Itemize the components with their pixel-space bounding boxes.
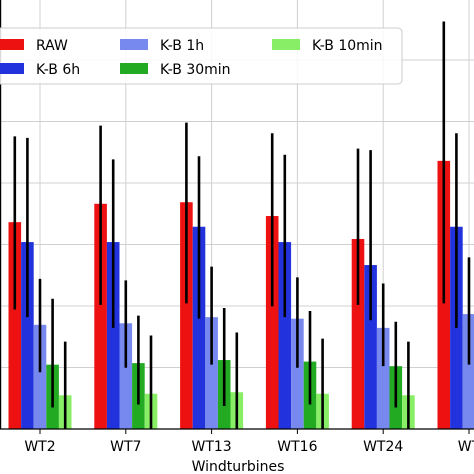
- legend-label-k-b-10min: K-B 10min: [312, 38, 383, 54]
- legend: RAW K-B 6h K-B 1h K-B 30min K-B 10min: [0, 27, 403, 85]
- x-tick-labels: WT2 WT7 WT13 WT16 WT24 WT: [24, 429, 474, 455]
- bar-k-b-1h-wt24: [376, 327, 390, 429]
- bar-k-b-1h-wt13: [205, 317, 218, 429]
- bar-k-b-1h-wt2: [33, 324, 47, 429]
- bar-raw-wt2: [8, 222, 22, 429]
- bar-k-b-1h-wt16: [291, 318, 304, 429]
- legend-swatch-raw: [0, 39, 24, 50]
- x-tick-label-wt: WT: [458, 439, 474, 455]
- error-bars: [13, 21, 471, 429]
- bar-raw-wt13: [180, 202, 193, 429]
- legend-label-raw: RAW: [36, 38, 68, 54]
- bar-raw-wt24: [351, 239, 365, 429]
- bar-k-b-1h-wt: [462, 314, 474, 429]
- x-tick-label-wt2: WT2: [24, 439, 55, 455]
- legend-label-k-b-30min: K-B 30min: [160, 62, 231, 78]
- bar-k-b-6h-wt24: [364, 265, 377, 429]
- bar-raw-wt16: [265, 216, 279, 429]
- bar-k-b-6h-wt2: [21, 242, 34, 429]
- x-tick-label-wt7: WT7: [110, 439, 141, 455]
- legend-swatch-k-b-30min: [120, 63, 148, 74]
- x-tick-label-wt16: WT16: [277, 439, 317, 455]
- legend-swatch-k-b-6h: [0, 63, 24, 74]
- legend-label-k-b-1h: K-B 1h: [160, 38, 204, 54]
- bar-k-b-6h-wt13: [192, 226, 206, 429]
- legend-swatch-k-b-10min: [272, 39, 300, 50]
- x-tick-label-wt24: WT24: [363, 439, 403, 455]
- bar-k-b-1h-wt7: [119, 323, 133, 429]
- bar-k-b-6h-wt16: [278, 242, 292, 429]
- legend-box: [0, 27, 403, 85]
- legend-label-k-b-6h: K-B 6h: [36, 62, 80, 78]
- x-axis-label: Windturbines: [192, 459, 285, 474]
- legend-swatch-k-b-1h: [120, 39, 148, 50]
- x-tick-label-wt13: WT13: [191, 439, 231, 455]
- bar-k-b-6h-wt7: [106, 242, 120, 429]
- bar-raw-wt7: [94, 203, 107, 429]
- bars: [8, 160, 474, 429]
